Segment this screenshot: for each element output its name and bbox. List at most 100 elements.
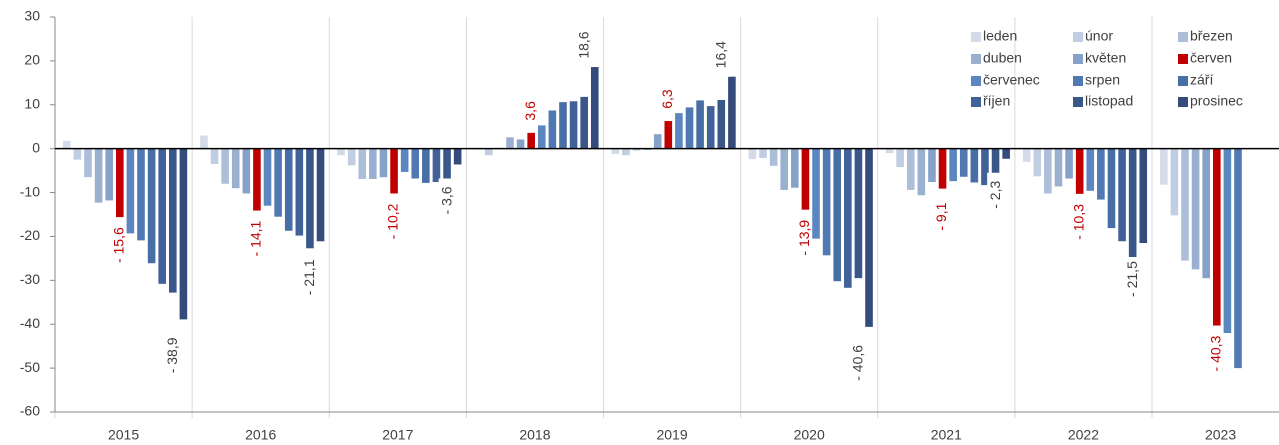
y-tick-label: 20 [24, 52, 40, 68]
bar [1022, 148, 1031, 162]
legend-label: březen [1190, 28, 1233, 44]
bar [559, 102, 567, 149]
bar [622, 148, 630, 156]
bar [822, 148, 831, 256]
legend-label: září [1190, 72, 1213, 88]
y-tick-label: 10 [24, 95, 40, 111]
bar [253, 148, 261, 211]
label-box [164, 333, 183, 378]
data-label: - 21,5 [1124, 261, 1140, 297]
bar [611, 148, 620, 154]
bar [137, 148, 145, 241]
bar [1033, 148, 1042, 177]
bar [516, 139, 525, 149]
bar [537, 125, 546, 149]
bar [200, 135, 208, 149]
data-label: - 21,1 [301, 259, 317, 295]
bar [453, 148, 462, 165]
bar [390, 148, 398, 194]
bar [1107, 148, 1116, 229]
legend-swatch [971, 32, 981, 42]
bar [400, 148, 409, 172]
bar [1097, 148, 1105, 200]
bar [548, 110, 557, 149]
y-tick-label: -20 [20, 227, 40, 243]
bar [1160, 148, 1168, 185]
bar [411, 148, 420, 179]
bar [484, 148, 493, 156]
bar [1075, 148, 1084, 194]
bar [116, 148, 124, 218]
bar [569, 101, 578, 149]
bar [1086, 148, 1095, 191]
bar [1065, 148, 1073, 179]
bar [959, 148, 968, 177]
bar [685, 107, 694, 149]
y-tick-label: -60 [20, 403, 40, 419]
x-tick-label: 2018 [519, 427, 550, 443]
bar [675, 113, 683, 149]
bar [917, 148, 926, 196]
bar [717, 99, 726, 149]
bar [833, 148, 842, 282]
bar [632, 148, 641, 151]
bar [759, 148, 767, 158]
bar [94, 148, 103, 203]
legend-label: srpen [1085, 72, 1120, 88]
legend-swatch [1073, 32, 1083, 42]
data-label: - 40,3 [1208, 335, 1224, 371]
legend-swatch [1178, 97, 1188, 107]
label-box [438, 178, 457, 223]
bar [1054, 148, 1063, 187]
bar [527, 132, 535, 149]
bar [769, 148, 778, 166]
bar [812, 148, 820, 239]
bar [147, 148, 156, 264]
bar [928, 148, 936, 183]
legend-label: listopad [1085, 93, 1133, 109]
bar [84, 148, 92, 178]
bar [443, 148, 451, 186]
legend-swatch [1178, 76, 1188, 86]
data-label: - 38,9 [164, 337, 180, 373]
bar [506, 137, 514, 149]
legend-label: duben [983, 50, 1022, 66]
legend-swatch [1178, 32, 1188, 42]
y-tick-label: 30 [24, 8, 40, 24]
bar [126, 148, 135, 234]
bar [1234, 148, 1242, 369]
bar [1002, 148, 1010, 159]
label-box [575, 23, 594, 68]
label-box [712, 32, 731, 77]
label-box [301, 255, 320, 300]
bar [1044, 148, 1052, 194]
bar [664, 121, 673, 149]
bar [865, 148, 873, 327]
bar [1139, 148, 1148, 244]
data-label: - 15,6 [111, 227, 127, 263]
bar [854, 148, 863, 279]
bar [369, 148, 377, 179]
legend-label: červen [1190, 50, 1232, 66]
bar [653, 134, 662, 149]
data-label: - 10,2 [385, 203, 401, 239]
bar [337, 148, 345, 156]
bar [158, 148, 166, 284]
bar [706, 106, 715, 149]
bar [970, 148, 979, 183]
legend-label: únor [1085, 28, 1113, 44]
bar [1223, 148, 1232, 333]
data-label: - 9,1 [933, 202, 949, 230]
bar [263, 148, 272, 206]
legend-swatch [1073, 54, 1083, 64]
x-tick-label: 2023 [1205, 427, 1236, 443]
y-tick-label: -40 [20, 315, 40, 331]
data-label: - 40,6 [850, 345, 866, 381]
bar [179, 148, 188, 320]
bar [1181, 148, 1189, 261]
bar [242, 148, 251, 194]
bar [580, 96, 588, 149]
label-box [850, 340, 869, 385]
data-label: 3,6 [522, 101, 538, 121]
